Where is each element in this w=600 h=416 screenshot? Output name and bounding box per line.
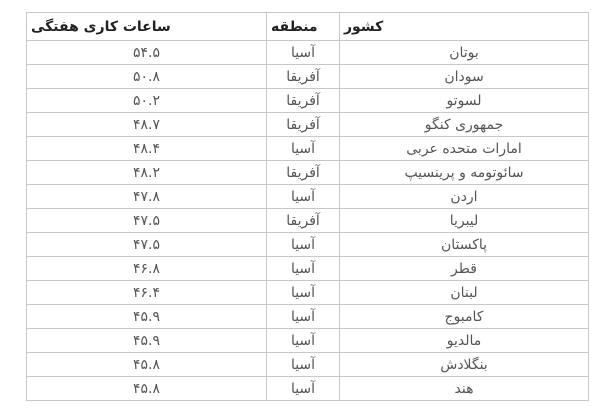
cell-weekly-hours: ۴۵.۸: [26, 352, 267, 377]
cell-weekly-hours: ۴۶.۸: [26, 256, 267, 281]
table-row: ۴۵.۹ آسیا کامبوج: [26, 304, 589, 329]
cell-weekly-hours: ۴۷.۵: [26, 232, 267, 257]
table-row: ۴۷.۸ آسیا اردن: [26, 184, 589, 209]
cell-country: لسوتو: [339, 88, 589, 113]
cell-country: سودان: [339, 64, 589, 89]
cell-region: آسیا: [266, 352, 340, 377]
cell-region: آسیا: [266, 184, 340, 209]
cell-region: آسیا: [266, 304, 340, 329]
table-row: ۴۸.۷ آفریقا جمهوری کنگو: [26, 112, 589, 137]
table-row: ۴۷.۵ آسیا پاکستان: [26, 232, 589, 257]
header-region: منطقه: [266, 12, 340, 41]
cell-weekly-hours: ۵۰.۲: [26, 88, 267, 113]
cell-region: آفریقا: [266, 160, 340, 185]
cell-weekly-hours: ۵۴.۵: [26, 40, 267, 65]
table-row: ۵۰.۸ آفریقا سودان: [26, 64, 589, 89]
working-hours-table: ساعات کاری هفتگی منطقه کشور ۵۴.۵ آسیا بوتا…: [26, 12, 589, 401]
cell-country: مالدیو: [339, 328, 589, 353]
cell-weekly-hours: ۴۵.۹: [26, 304, 267, 329]
cell-region: آسیا: [266, 136, 340, 161]
cell-region: آسیا: [266, 232, 340, 257]
cell-region: آسیا: [266, 376, 340, 401]
cell-weekly-hours: ۴۸.۷: [26, 112, 267, 137]
cell-region: آسیا: [266, 40, 340, 65]
cell-country: کامبوج: [339, 304, 589, 329]
cell-country: قطر: [339, 256, 589, 281]
table-row: ۴۷.۵ آفریقا لیبریا: [26, 208, 589, 233]
cell-country: لیبریا: [339, 208, 589, 233]
cell-weekly-hours: ۴۸.۴: [26, 136, 267, 161]
cell-country: لبنان: [339, 280, 589, 305]
cell-country: امارات متحده عربی: [339, 136, 589, 161]
header-weekly-hours: ساعات کاری هفتگی: [26, 12, 267, 41]
table-row: ۴۶.۸ آسیا قطر: [26, 256, 589, 281]
cell-region: آسیا: [266, 280, 340, 305]
cell-country: سائوتومه و پرینسیپ: [339, 160, 589, 185]
cell-region: آسیا: [266, 328, 340, 353]
table-row: ۵۰.۲ آفریقا لسوتو: [26, 88, 589, 113]
table-row: ۴۸.۲ آفریقا سائوتومه و پرینسیپ: [26, 160, 589, 185]
table-row: ۴۵.۸ آسیا هند: [26, 376, 589, 401]
cell-region: آسیا: [266, 256, 340, 281]
cell-region: آفریقا: [266, 64, 340, 89]
cell-weekly-hours: ۴۶.۴: [26, 280, 267, 305]
cell-region: آفریقا: [266, 112, 340, 137]
table-row: ۴۵.۹ آسیا مالدیو: [26, 328, 589, 353]
cell-country: بوتان: [339, 40, 589, 65]
cell-region: آفریقا: [266, 88, 340, 113]
cell-country: اردن: [339, 184, 589, 209]
cell-country: بنگلادش: [339, 352, 589, 377]
cell-weekly-hours: ۴۸.۲: [26, 160, 267, 185]
cell-country: پاکستان: [339, 232, 589, 257]
cell-weekly-hours: ۴۵.۸: [26, 376, 267, 401]
header-row: ساعات کاری هفتگی منطقه کشور: [26, 12, 589, 41]
cell-weekly-hours: ۴۷.۵: [26, 208, 267, 233]
table-row: ۴۸.۴ آسیا امارات متحده عربی: [26, 136, 589, 161]
cell-country: هند: [339, 376, 589, 401]
table-row: ۵۴.۵ آسیا بوتان: [26, 40, 589, 65]
table-row: ۴۶.۴ آسیا لبنان: [26, 280, 589, 305]
header-country: کشور: [339, 12, 589, 41]
cell-region: آفریقا: [266, 208, 340, 233]
cell-weekly-hours: ۵۰.۸: [26, 64, 267, 89]
cell-weekly-hours: ۴۷.۸: [26, 184, 267, 209]
table-row: ۴۵.۸ آسیا بنگلادش: [26, 352, 589, 377]
cell-weekly-hours: ۴۵.۹: [26, 328, 267, 353]
cell-country: جمهوری کنگو: [339, 112, 589, 137]
